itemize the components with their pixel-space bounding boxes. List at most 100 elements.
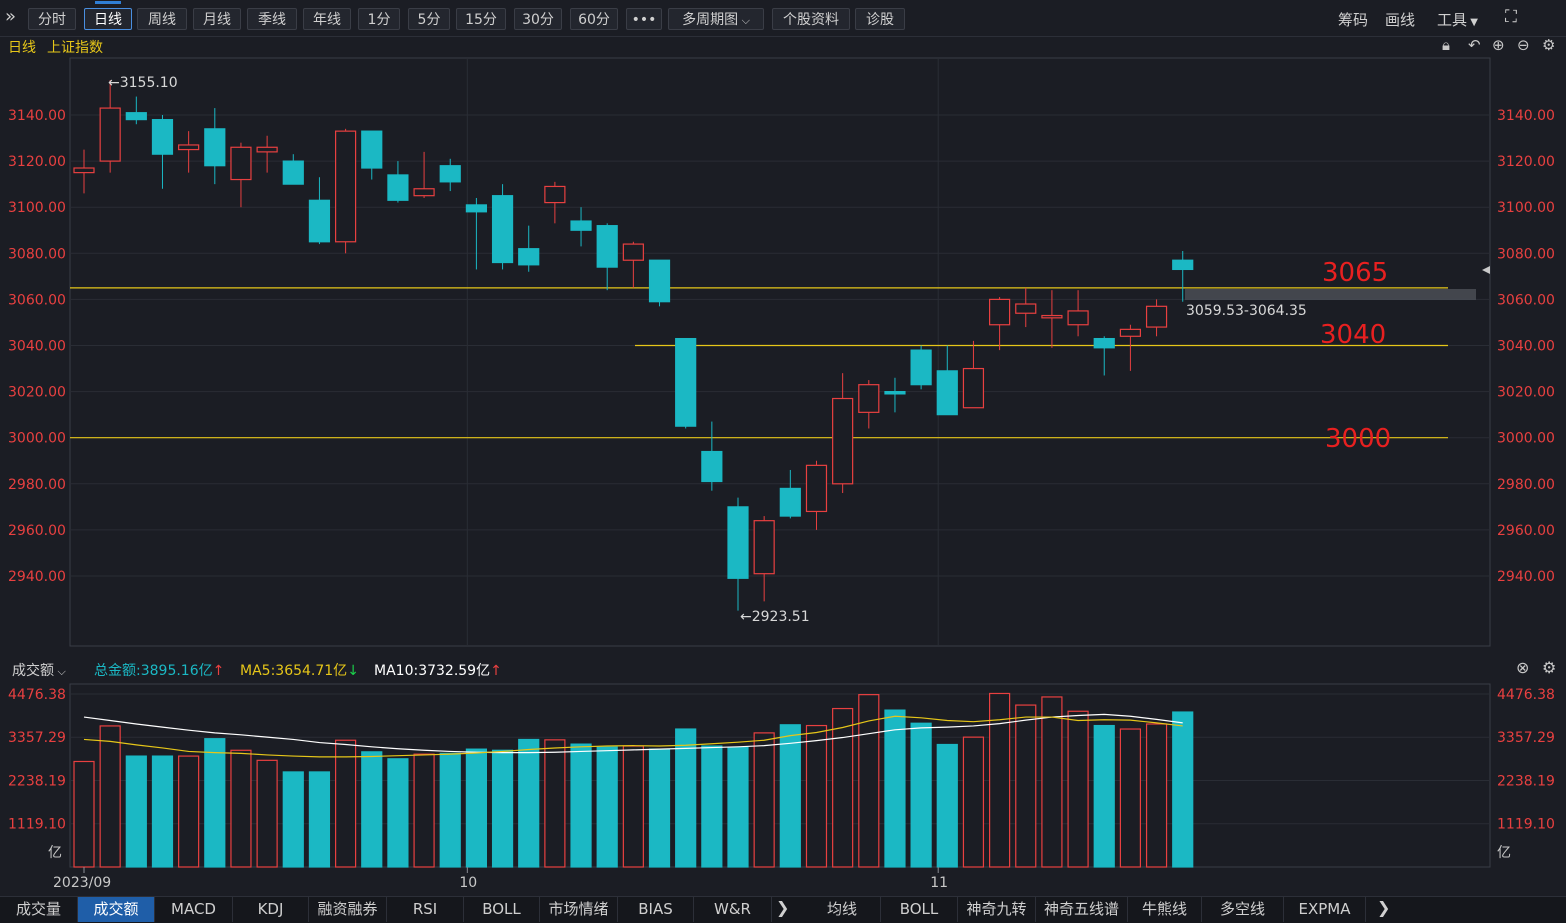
volume-bar[interactable] — [1145, 723, 1168, 868]
volume-bar[interactable] — [1119, 728, 1142, 868]
candle[interactable] — [518, 225, 540, 272]
candle[interactable] — [753, 516, 775, 602]
indicator-tab-0[interactable]: 成交量 — [0, 897, 78, 922]
period-button-1[interactable]: 日线 — [84, 1, 132, 30]
candle[interactable] — [727, 497, 749, 611]
volume-bar[interactable] — [151, 755, 174, 868]
candle[interactable] — [256, 135, 278, 173]
candle[interactable] — [570, 207, 592, 247]
candle[interactable] — [308, 177, 331, 245]
candle[interactable] — [622, 241, 644, 288]
gear-icon[interactable]: ⚙ — [1542, 658, 1557, 677]
period-button-6[interactable]: 1分 — [358, 8, 400, 30]
volume-bar[interactable] — [518, 738, 540, 868]
volume-bar[interactable] — [910, 722, 932, 868]
candle[interactable] — [648, 259, 671, 307]
volume-bars[interactable] — [73, 692, 1194, 868]
candle[interactable] — [1172, 250, 1194, 302]
candle[interactable] — [335, 128, 357, 254]
period-button-5[interactable]: 年线 — [303, 8, 351, 30]
period-button-12[interactable]: 多周期图 ⌵ — [668, 8, 764, 30]
overlay-tab-2[interactable]: 神奇九转 — [958, 897, 1036, 922]
candle[interactable] — [701, 421, 723, 491]
volume-bar[interactable] — [178, 755, 200, 868]
candle[interactable] — [465, 197, 487, 270]
indicator-tab-4[interactable]: 融资融券 — [309, 897, 387, 922]
volume-bar[interactable] — [962, 736, 985, 868]
period-button-7[interactable]: 5分 — [408, 8, 450, 30]
indicator-tab-7[interactable]: 市场情绪 — [540, 897, 618, 922]
chips-button[interactable]: 筹码 — [1338, 11, 1369, 29]
candle[interactable] — [387, 161, 409, 203]
indicator-tab-6[interactable]: BOLL — [464, 897, 540, 922]
lock-icon[interactable]: 🔒︎ — [1442, 36, 1450, 54]
indicator-tab-1[interactable]: 成交额 — [78, 897, 155, 922]
volume-bar[interactable] — [596, 746, 618, 868]
candle[interactable] — [832, 373, 854, 494]
period-button-8[interactable]: 15分 — [456, 8, 506, 30]
volume-bar[interactable] — [936, 743, 958, 868]
candle[interactable] — [1015, 287, 1037, 328]
zoom-in-icon[interactable]: ⊕ — [1492, 36, 1505, 54]
volume-bar[interactable] — [361, 751, 383, 868]
volume-bar[interactable] — [256, 759, 278, 868]
volume-bar[interactable] — [1015, 704, 1037, 868]
candle[interactable] — [361, 130, 383, 180]
overlay-tab-5[interactable]: 多空线 — [1202, 897, 1284, 922]
period-button-11[interactable]: ••• — [626, 8, 662, 30]
candle[interactable] — [413, 151, 435, 198]
fullscreen-icon[interactable]: ⛶ — [1505, 7, 1517, 27]
volume-bar[interactable] — [1172, 711, 1194, 868]
period-button-0[interactable]: 分时 — [28, 8, 76, 30]
volume-bar[interactable] — [125, 755, 147, 868]
candle[interactable] — [1145, 299, 1168, 337]
overlay-tab-0[interactable]: 均线 — [804, 897, 881, 922]
volume-bar[interactable] — [99, 725, 121, 868]
chevron-right-icon[interactable]: ❯ — [776, 898, 790, 917]
candle[interactable] — [936, 345, 958, 416]
indicator-tab-9[interactable]: W&R — [694, 897, 772, 922]
volume-indicator-select[interactable]: 成交额 ⌵ — [12, 663, 66, 679]
candle[interactable] — [1093, 336, 1115, 376]
candle[interactable] — [178, 131, 200, 173]
period-button-3[interactable]: 月线 — [193, 8, 241, 30]
indicator-tab-5[interactable]: RSI — [387, 897, 464, 922]
candle[interactable] — [99, 80, 121, 173]
volume-bar[interactable] — [753, 732, 775, 868]
period-button-2[interactable]: 周线 — [137, 8, 187, 30]
period-button-13[interactable]: 个股资料 — [772, 8, 850, 30]
draw-line-button[interactable]: 画线 — [1385, 11, 1416, 29]
candle[interactable] — [675, 337, 697, 429]
volume-bar[interactable] — [308, 771, 331, 868]
volume-bar[interactable] — [73, 760, 95, 868]
candle[interactable] — [962, 340, 985, 409]
double-chevron-right-icon[interactable]: » — [5, 6, 17, 27]
volume-bar[interactable] — [858, 694, 880, 868]
indicator-tab-8[interactable]: BIAS — [618, 897, 694, 922]
candle[interactable] — [779, 469, 801, 519]
candle[interactable] — [544, 181, 566, 224]
overlay-tab-4[interactable]: 牛熊线 — [1128, 897, 1202, 922]
period-button-14[interactable]: 诊股 — [855, 8, 905, 30]
candle[interactable] — [858, 380, 880, 429]
indicator-tab-2[interactable]: MACD — [155, 897, 233, 922]
volume-bar[interactable] — [570, 743, 592, 868]
volume-bar[interactable] — [413, 753, 435, 868]
volume-bar[interactable] — [727, 746, 749, 868]
volume-bar[interactable] — [1041, 696, 1063, 868]
volume-bar[interactable] — [230, 749, 252, 868]
overlay-tab-6[interactable]: EXPMA — [1284, 897, 1366, 922]
volume-bar[interactable] — [701, 745, 723, 868]
candles[interactable] — [73, 80, 1194, 611]
candle[interactable] — [204, 108, 226, 185]
tools-button[interactable]: 工具 ▼ — [1437, 11, 1478, 29]
period-button-10[interactable]: 60分 — [570, 8, 618, 30]
period-button-9[interactable]: 30分 — [514, 8, 562, 30]
candle[interactable] — [151, 115, 174, 189]
candle[interactable] — [884, 377, 906, 413]
overlay-tab-3[interactable]: 神奇五线谱 — [1036, 897, 1128, 922]
volume-bar[interactable] — [544, 739, 566, 868]
volume-bar[interactable] — [1067, 710, 1089, 868]
candle[interactable] — [73, 149, 95, 194]
candle[interactable] — [596, 223, 618, 291]
